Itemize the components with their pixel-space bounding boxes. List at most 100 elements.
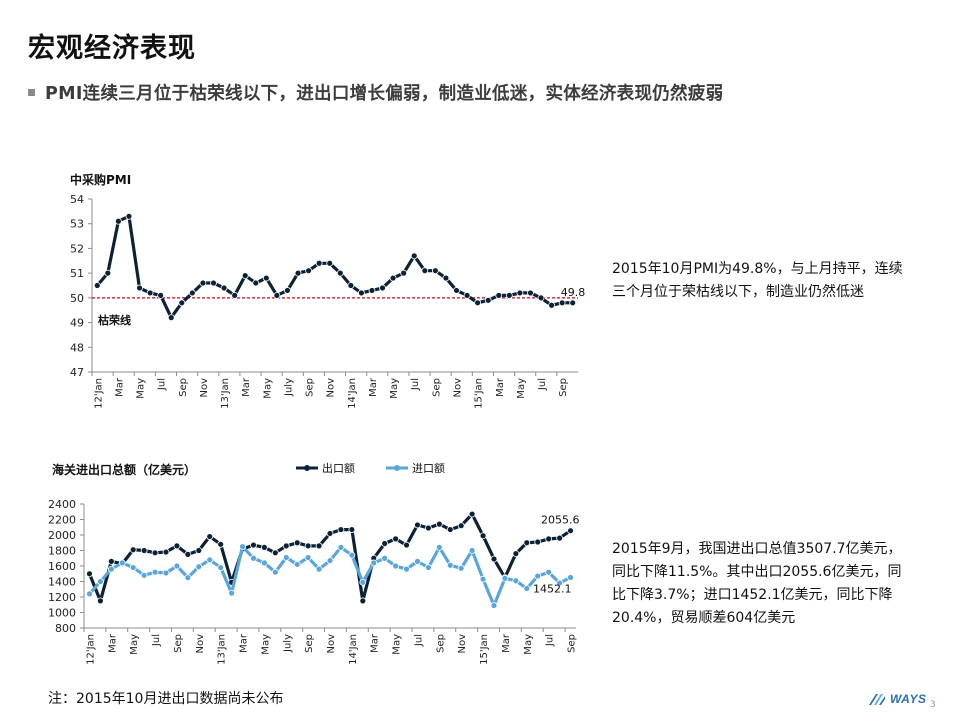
pmi-y-tick-label: 52	[70, 242, 84, 255]
trade-data-point	[556, 534, 563, 542]
trade-x-tick-label: 12'Jan	[85, 634, 96, 665]
trade-data-point	[381, 554, 389, 562]
trade-data-point	[250, 554, 257, 562]
pmi-data-point	[167, 314, 175, 322]
trade-data-point	[118, 559, 126, 567]
pmi-y-tick-label: 53	[70, 218, 84, 231]
trade-x-tick-label: Sep	[173, 634, 184, 653]
trade-data-point	[403, 541, 410, 549]
trade-y-tick-label: 2000	[48, 529, 76, 542]
pmi-data-point	[178, 299, 186, 307]
pmi-x-tick-label: Jul	[537, 378, 548, 391]
trade-data-point	[228, 589, 236, 597]
trade-data-point	[304, 554, 312, 561]
trade-data-point	[86, 590, 93, 598]
trade-data-point	[217, 540, 225, 548]
trade-data-point	[337, 544, 345, 551]
trade-data-point	[414, 557, 421, 565]
trade-y-tick-label: 800	[55, 622, 76, 635]
page-title: 宏观经济表现	[28, 33, 196, 64]
trade-x-tick-label: Mar	[107, 633, 118, 653]
trade-data-point	[370, 559, 378, 567]
trade-data-point	[129, 546, 137, 554]
pmi-y-tick-label: 48	[70, 341, 84, 354]
trade-data-point	[250, 541, 257, 549]
trade-data-point	[97, 597, 104, 605]
trade-data-point	[151, 549, 159, 557]
pmi-x-tick-label: Sep	[558, 378, 569, 397]
trade-data-point	[206, 533, 214, 540]
trade-data-point	[260, 544, 268, 551]
trade-y-tick-label: 2400	[48, 498, 76, 511]
pmi-data-point	[262, 274, 270, 282]
trade-data-point	[403, 565, 410, 573]
trade-data-point	[86, 570, 93, 578]
trade-data-point	[414, 521, 421, 529]
trade-data-point	[348, 551, 356, 559]
trade-x-tick-label: Sep	[304, 634, 315, 653]
trade-data-point	[446, 561, 454, 569]
trade-x-tick-label: July	[282, 634, 293, 653]
pmi-data-point	[252, 279, 260, 287]
pmi-x-tick-label: Mar	[241, 377, 252, 397]
pmi-x-tick-label: Mar	[114, 377, 125, 397]
trade-x-tick-label: Jul	[413, 634, 424, 647]
page-number: 3	[930, 700, 936, 710]
trade-x-tick-label: Nov	[326, 634, 337, 654]
pmi-x-tick-label: Nov	[453, 378, 464, 398]
trade-data-point	[534, 572, 542, 580]
pmi-data-point	[115, 217, 122, 225]
pmi-data-point	[548, 301, 555, 309]
pmi-x-tick-label: May	[262, 378, 273, 399]
trade-data-point	[337, 526, 345, 533]
trade-x-tick-label: Mar	[239, 633, 250, 653]
pmi-x-tick-label: May	[516, 378, 527, 399]
pmi-data-point	[347, 282, 355, 289]
trade-end-label: 2055.6	[541, 514, 580, 527]
trade-data-point	[315, 565, 323, 573]
trade-series-line-1	[88, 544, 572, 608]
trade-data-point	[326, 557, 334, 564]
pmi-data-point	[400, 269, 408, 277]
trade-data-point	[457, 522, 465, 530]
trade-data-point	[315, 542, 323, 550]
pmi-y-tick-label: 47	[70, 366, 84, 379]
pmi-reference-label: 枯荣线	[98, 313, 131, 327]
pmi-data-point	[358, 289, 365, 297]
trade-data-point	[567, 574, 574, 581]
pmi-data-point	[484, 296, 492, 304]
pmi-data-point	[421, 267, 429, 275]
pmi-x-tick-label: July	[283, 378, 294, 397]
pmi-y-tick-label: 50	[70, 292, 84, 305]
trade-comment: 2015年9月，我国进出口总值3507.7亿美元，同比下降11.5%。其中出口2…	[612, 541, 902, 626]
trade-data-point	[534, 538, 542, 546]
trade-data-point	[556, 579, 563, 587]
trade-data-point	[140, 571, 148, 579]
pmi-data-point	[389, 274, 397, 282]
trade-data-point	[435, 544, 443, 551]
trade-x-tick-label: 15'Jan	[479, 634, 490, 665]
trade-data-point	[490, 555, 498, 563]
trade-y-tick-label: 2200	[48, 514, 76, 527]
trade-x-tick-label: 14'Jan	[348, 634, 359, 665]
trade-y-tick-label: 1600	[48, 560, 76, 573]
trade-data-point	[348, 526, 356, 533]
trade-data-point	[271, 549, 279, 557]
trade-y-tick-label: 1400	[48, 576, 76, 589]
trade-y-tick-label: 1800	[48, 545, 76, 558]
pmi-data-point	[199, 279, 207, 287]
pmi-data-point	[368, 287, 376, 294]
trade-data-point	[424, 524, 432, 532]
trade-data-point	[381, 540, 389, 547]
trade-data-point	[567, 527, 574, 535]
trade-data-point	[195, 547, 203, 554]
pmi-data-point	[104, 269, 112, 277]
pmi-data-point	[136, 284, 143, 292]
trade-data-point	[468, 547, 476, 554]
pmi-x-tick-label: Mar	[495, 377, 506, 397]
pmi-y-tick-label: 49	[70, 317, 84, 330]
trade-data-point	[107, 565, 115, 573]
trade-data-point	[173, 562, 181, 570]
trade-data-point	[239, 543, 246, 551]
trade-x-tick-label: Mar	[370, 633, 381, 653]
